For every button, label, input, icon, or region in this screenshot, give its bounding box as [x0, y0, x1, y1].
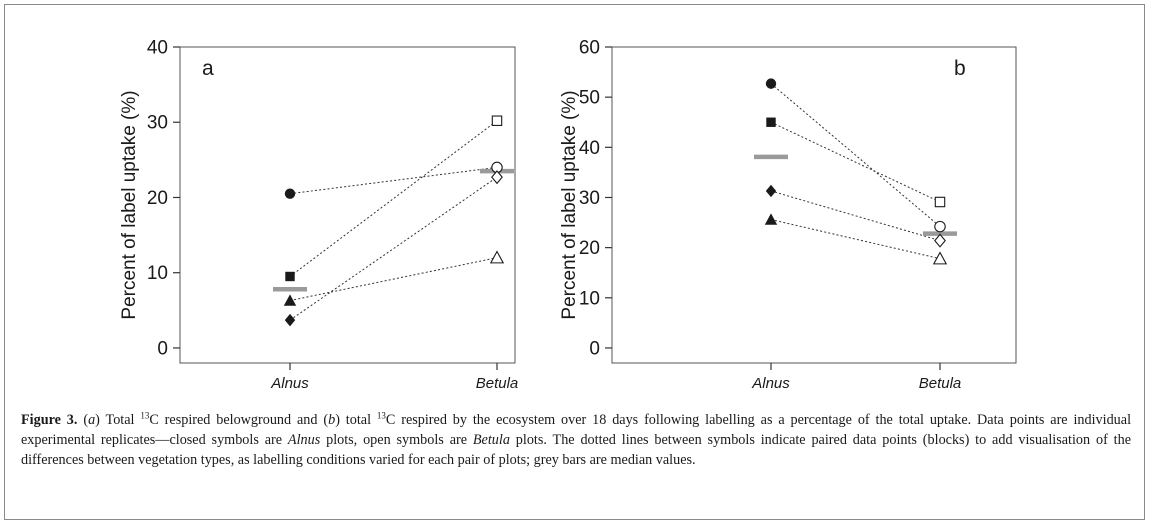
- y-tick-label: 40: [579, 138, 600, 159]
- y-tick-label: 20: [579, 238, 600, 259]
- caption-panel-b: b: [328, 412, 336, 428]
- point-betula-diamond: [934, 233, 946, 248]
- y-tick-label: 30: [147, 113, 168, 134]
- pair-line: [289, 166, 498, 195]
- point-betula-circle: [934, 220, 946, 233]
- y-tick-label: 10: [147, 263, 168, 284]
- chart-panel-b: 0 10 20 30 40 50 60 Percent of label uptake (%)…: [559, 38, 1017, 392]
- x-tick-label: Betula: [476, 375, 519, 392]
- y-tick-label: 50: [579, 88, 600, 109]
- point-alnus-circle: [284, 188, 296, 199]
- plot-area: [611, 46, 1017, 364]
- x-tick-label: Betula: [919, 375, 962, 392]
- x-tick-label: Alnus: [270, 375, 309, 392]
- caption-text: C respired belowground and (: [149, 412, 329, 428]
- pair-line: [770, 83, 941, 227]
- point-betula-square: [934, 196, 946, 208]
- caption-isotope-sup: 13: [140, 410, 150, 421]
- caption-text: plots, open symbols are: [320, 432, 473, 448]
- panel-label: a: [202, 57, 214, 80]
- point-betula-triangle: [489, 250, 505, 264]
- pair-line: [770, 219, 941, 260]
- caption-alnus: Alnus: [287, 432, 321, 448]
- point-betula-triangle: [932, 251, 948, 265]
- point-alnus-diamond: [765, 184, 777, 198]
- point-alnus-square: [285, 271, 295, 282]
- plot-area: [179, 46, 516, 364]
- y-tick-label: 60: [579, 38, 600, 59]
- pair-line: [770, 190, 941, 242]
- y-axis-label: Percent of label uptake (%): [119, 90, 140, 319]
- caption-panel-a: a: [88, 412, 96, 428]
- caption-text: C respired by the ecosystem over 18 days…: [21, 412, 1132, 448]
- caption-text: (: [83, 412, 89, 428]
- y-tick-label: 0: [157, 338, 168, 359]
- point-alnus-triangle: [283, 294, 297, 306]
- caption-betula: Betula: [472, 432, 510, 448]
- pair-line: [770, 121, 941, 203]
- caption-text: plots. The dotted lines between symbols …: [21, 432, 1131, 468]
- panel-label: b: [954, 57, 966, 80]
- x-tick-label: Alnus: [751, 375, 790, 392]
- point-alnus-triangle: [764, 213, 778, 225]
- caption-text: ) total: [335, 412, 377, 428]
- caption-isotope-sup: 13: [376, 410, 386, 421]
- y-tick-label: 30: [579, 188, 600, 209]
- point-alnus-diamond: [284, 313, 296, 327]
- point-betula-square: [491, 115, 503, 126]
- caption-text: ) Total: [95, 412, 141, 428]
- y-axis-label: Percent of label uptake (%): [559, 90, 580, 319]
- point-alnus-square: [766, 117, 776, 127]
- caption-figure-label: Figure 3.: [21, 412, 78, 428]
- y-tick-label: 10: [579, 288, 600, 309]
- point-alnus-circle: [765, 78, 777, 89]
- figure-caption: Figure 3. (a) Total 13C respired belowgr…: [21, 410, 1131, 470]
- pair-line: [289, 120, 498, 277]
- y-tick-label: 40: [147, 38, 168, 59]
- y-tick-label: 0: [589, 338, 600, 359]
- point-betula-diamond: [491, 170, 503, 185]
- chart-panel-a: 0 10 20 30 40 Percent of label uptake (%) Alnu…: [119, 38, 518, 393]
- figure-frame: [4, 4, 1145, 520]
- pair-line: [289, 257, 498, 302]
- y-tick-label: 20: [147, 188, 168, 209]
